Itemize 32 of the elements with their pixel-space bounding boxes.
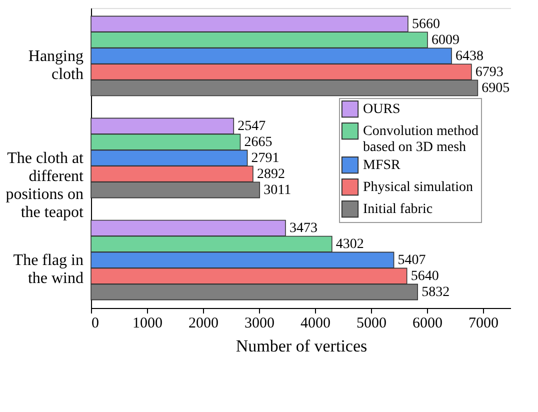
data-label: 5407 <box>398 253 426 268</box>
legend-label: Physical simulation <box>363 180 474 195</box>
data-label: 2665 <box>244 135 272 150</box>
legend-label: Initial fabric <box>363 202 433 217</box>
data-label: 6793 <box>475 64 504 80</box>
data-label: 3011 <box>264 182 292 198</box>
x-tick-label: 2000 <box>188 316 218 332</box>
data-label: 5640 <box>410 269 439 284</box>
data-label: 5660 <box>412 16 440 32</box>
data-label: 2547 <box>238 119 266 134</box>
data-label: 6905 <box>482 80 510 96</box>
x-tick-label: 6000 <box>412 316 442 332</box>
data-label: 3473 <box>289 221 318 236</box>
legend-label: OURS <box>363 102 400 117</box>
x-tick-label: 1000 <box>132 316 162 332</box>
x-tick-label: 5000 <box>356 316 386 332</box>
y-tick-label: Hanging cloth <box>28 48 84 83</box>
data-label: 6009 <box>432 32 460 48</box>
legend-label: MFSR <box>363 158 402 173</box>
y-tick-label: The flag in the wind <box>13 252 84 288</box>
x-tick-label: 7000 <box>468 316 498 332</box>
x-tick-label: 4000 <box>300 316 330 332</box>
y-tick-label: The cloth at different positions on the teapot <box>6 150 84 221</box>
data-label: 4302 <box>336 237 364 252</box>
data-label: 2791 <box>251 151 280 166</box>
data-label: 5832 <box>422 285 450 300</box>
data-label: 2892 <box>256 166 285 182</box>
legend-label: Convolution method based on 3D mesh <box>363 124 478 155</box>
x-tick-label: 3000 <box>244 316 274 332</box>
data-label: 6438 <box>456 48 484 64</box>
x-axis-title: Number of vertices <box>236 336 368 356</box>
x-tick-label: 0 <box>92 316 99 332</box>
